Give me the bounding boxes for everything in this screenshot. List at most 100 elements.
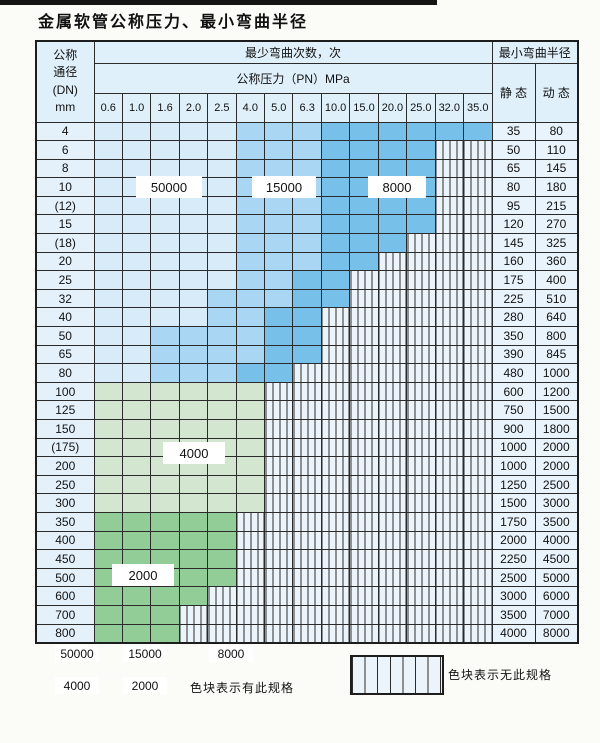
grade-cell — [93, 363, 123, 383]
dynamic-radius-cell: 6000 — [534, 586, 579, 606]
no-spec-cell — [292, 623, 322, 644]
grade-cell — [178, 549, 209, 569]
grade-cell — [150, 195, 180, 216]
no-spec-cell — [320, 623, 351, 644]
dynamic-radius-cell: 800 — [534, 326, 579, 346]
grade-cell — [406, 140, 436, 160]
grade-cell — [121, 195, 152, 216]
static-radius-cell: 750 — [491, 400, 536, 420]
no-spec-cell — [264, 567, 294, 588]
table-row: (18) 145 325 — [35, 233, 579, 253]
no-spec-cell — [377, 251, 408, 272]
static-radius-cell: 600 — [491, 381, 536, 402]
grade-cell — [264, 363, 294, 383]
no-spec-cell — [434, 623, 464, 644]
grade-cell — [207, 530, 237, 551]
no-spec-cell — [178, 604, 209, 625]
no-spec-cell — [377, 400, 408, 420]
dn-cell: 6 — [35, 140, 95, 160]
no-spec-cell — [349, 381, 379, 402]
static-radius-cell: 225 — [491, 288, 536, 309]
grade-cell — [292, 233, 322, 253]
dn-header-line: 通径 — [53, 65, 78, 80]
no-spec-cell — [235, 530, 266, 551]
table-row: 25 175 400 — [35, 270, 579, 290]
no-spec-cell — [292, 400, 322, 420]
table-row: 40 280 640 — [35, 307, 579, 328]
no-spec-cell — [235, 511, 266, 532]
no-spec-cell — [462, 140, 493, 160]
no-spec-cell — [406, 437, 436, 458]
grade-cell — [150, 158, 180, 179]
grade-cell — [93, 158, 123, 179]
grade-cell — [178, 195, 209, 216]
table-row: 400 2000 4000 — [35, 530, 579, 551]
grade-cell — [349, 195, 379, 216]
grade-cell — [121, 251, 152, 272]
no-spec-cell — [462, 158, 493, 179]
static-radius-cell: 35 — [491, 121, 536, 142]
dynamic-radius-cell: 2000 — [534, 456, 579, 476]
no-spec-cell — [349, 288, 379, 309]
no-spec-cell — [207, 623, 237, 644]
grade-cell — [178, 419, 209, 439]
grade-cell — [264, 288, 294, 309]
no-spec-cell — [377, 604, 408, 625]
dn-cell: 80 — [35, 363, 95, 383]
no-spec-cell — [406, 270, 436, 290]
grade-cell — [292, 326, 322, 346]
no-spec-cell — [320, 419, 351, 439]
dn-cell: 15 — [35, 214, 95, 235]
grade-cell — [349, 140, 379, 160]
no-spec-cell — [292, 363, 322, 383]
no-spec-cell — [235, 549, 266, 569]
grade-cell — [207, 549, 237, 569]
no-spec-cell — [434, 140, 464, 160]
grade-cell — [150, 474, 180, 495]
grade-cell — [207, 474, 237, 495]
grade-region-label: 8000 — [368, 176, 426, 198]
legend-swatch-50000: 50000 — [48, 640, 106, 667]
table-row: 200 1000 2000 — [35, 456, 579, 476]
dn-cell: 250 — [35, 474, 95, 495]
legend-swatch-15000-label: 15000 — [123, 645, 167, 662]
grade-cell — [320, 158, 351, 179]
no-spec-cell — [406, 530, 436, 551]
no-spec-cell — [349, 363, 379, 383]
no-spec-cell — [320, 456, 351, 476]
grade-cell — [121, 288, 152, 309]
no-spec-cell — [377, 456, 408, 476]
dynamic-radius-cell: 5000 — [534, 567, 579, 588]
no-spec-cell — [462, 214, 493, 235]
table-row: 4 35 80 — [35, 121, 579, 142]
pressure-column-header: 2.0 — [178, 92, 209, 123]
no-spec-cell — [462, 344, 493, 365]
grade-cell — [150, 270, 180, 290]
no-spec-cell — [349, 549, 379, 569]
grade-cell — [207, 326, 237, 346]
no-spec-cell — [292, 419, 322, 439]
no-spec-cell — [462, 456, 493, 476]
dynamic-radius-cell: 1200 — [534, 381, 579, 402]
grade-cell — [235, 474, 266, 495]
table-row: 65 390 845 — [35, 344, 579, 365]
no-spec-cell — [292, 567, 322, 588]
dn-cell: 20 — [35, 251, 95, 272]
no-spec-cell — [264, 511, 294, 532]
no-spec-cell — [462, 251, 493, 272]
table-row: 8 65 145 — [35, 158, 579, 179]
grade-cell — [320, 270, 351, 290]
grade-cell — [178, 381, 209, 402]
no-spec-cell — [406, 251, 436, 272]
static-radius-cell: 145 — [491, 233, 536, 253]
dn-cell: 40 — [35, 307, 95, 328]
dynamic-header: 动 态 — [534, 62, 579, 123]
dynamic-radius-cell: 4000 — [534, 530, 579, 551]
no-spec-cell — [462, 623, 493, 644]
grade-cell — [462, 121, 493, 142]
no-spec-cell — [349, 567, 379, 588]
no-spec-cell — [406, 381, 436, 402]
grade-cell — [235, 400, 266, 420]
no-spec-cell — [434, 549, 464, 569]
